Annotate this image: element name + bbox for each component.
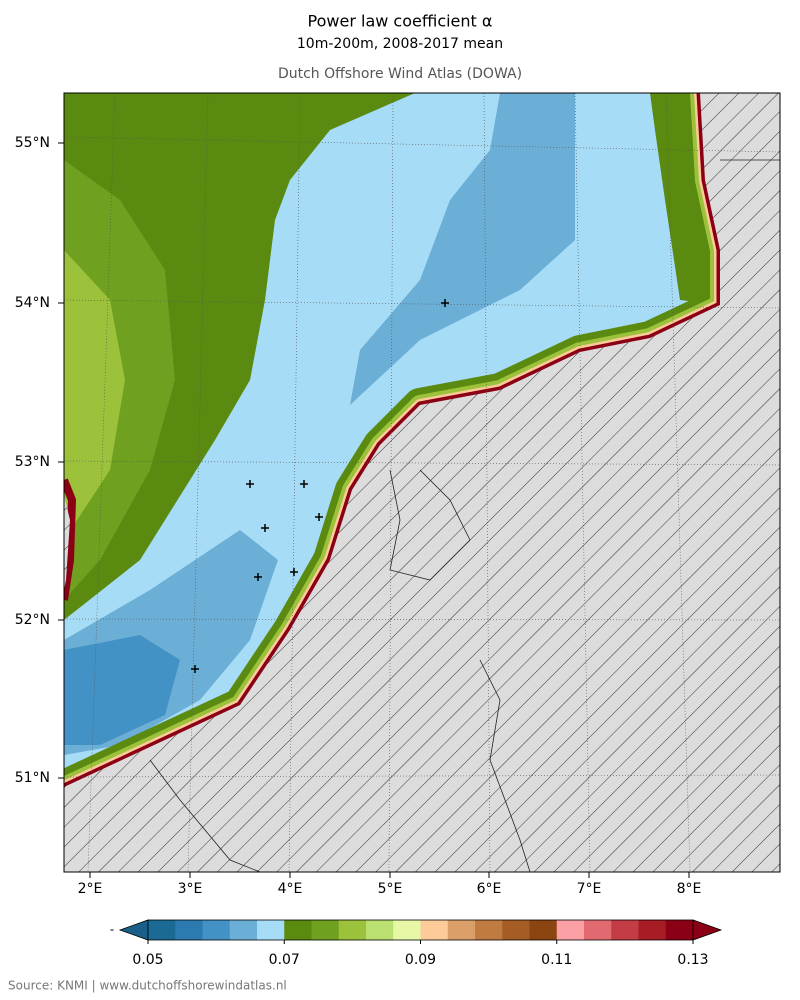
colorbar-tick-label: 0.11 — [541, 952, 572, 968]
land — [64, 93, 780, 872]
colorbar-swatch — [148, 920, 176, 940]
footer: Source: KNMI | www.dutchoffshorewindatla… — [8, 979, 287, 993]
field-region — [64, 93, 415, 620]
lat-label: 52°N — [15, 612, 50, 628]
colorbar-tick-label: 0.05 — [132, 952, 163, 968]
colorbar-swatch — [638, 920, 667, 940]
colorbar-swatch — [502, 920, 530, 940]
lat-label: 53°N — [15, 454, 50, 470]
colorbar-swatch — [611, 920, 639, 940]
colorbar-swatch — [556, 920, 585, 940]
colorbar-swatch — [420, 920, 449, 940]
graticule — [64, 93, 780, 872]
atlas-name: Dutch Offshore Wind Atlas (DOWA) — [278, 66, 522, 82]
field-region — [64, 250, 125, 540]
colorbar-swatch — [366, 920, 394, 940]
lon-label: 3°E — [178, 881, 203, 897]
lat-label: 54°N — [15, 295, 50, 311]
map-frame — [63, 92, 781, 873]
borders — [149, 159, 780, 872]
lon-label: 2°E — [78, 881, 103, 897]
colorbar-swatch — [665, 920, 694, 940]
lon-label: 8°E — [677, 881, 702, 897]
colorbar-swatch — [257, 920, 285, 940]
colorbar-swatch — [447, 920, 476, 940]
colorbar-swatch — [529, 920, 558, 940]
lat-label: 51°N — [15, 770, 50, 786]
colorbar-tick-label: 0.13 — [677, 952, 708, 968]
lon-label: 5°E — [378, 881, 403, 897]
lon-label: 6°E — [477, 881, 502, 897]
colorbar-swatch — [229, 920, 258, 940]
map — [64, 93, 780, 872]
lat-label: 55°N — [15, 135, 50, 151]
lon-label: 7°E — [577, 881, 602, 897]
title: Power law coefficient α — [308, 12, 493, 31]
station-markers — [191, 299, 449, 673]
subtitle: 10m-200m, 2008-2017 mean — [297, 36, 503, 52]
colorbar-tick-label: 0.09 — [405, 952, 436, 968]
colorbar-swatch — [175, 920, 203, 940]
colorbar-over — [692, 919, 723, 941]
colorbar-swatch — [338, 920, 367, 940]
field-region — [64, 635, 180, 745]
lon-label: 4°E — [278, 881, 303, 897]
colorbar-swatch — [475, 920, 503, 940]
colorbar-swatch — [284, 920, 312, 940]
colorbar-swatch — [584, 920, 612, 940]
colorbar-under-label: - — [110, 923, 114, 937]
colorbar-swatch — [311, 920, 340, 940]
field-region — [350, 93, 575, 405]
colorbar-tick-label: 0.07 — [269, 952, 300, 968]
land — [64, 495, 70, 590]
colorbar-swatch — [393, 920, 421, 940]
colorbar-under — [118, 919, 149, 941]
colorbar-swatch — [202, 920, 231, 940]
